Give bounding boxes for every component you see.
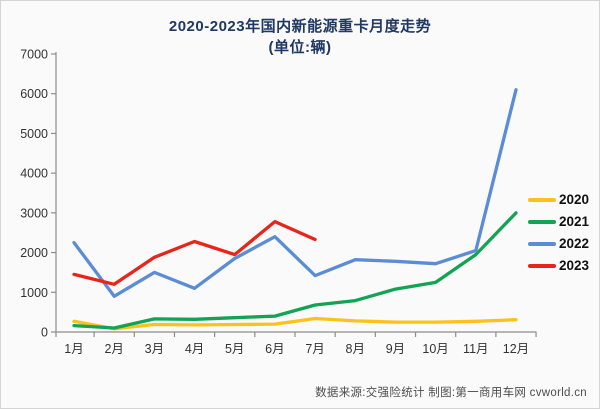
x-tick-label: 3月 bbox=[145, 342, 164, 356]
legend-item-2020: 2020 bbox=[528, 192, 589, 207]
legend-item-2022: 2022 bbox=[528, 236, 589, 251]
series-line-2020 bbox=[72, 316, 518, 331]
y-tick-label: 3000 bbox=[20, 206, 48, 220]
chart-title: 2020-2023年国内新能源重卡月度走势 (单位:辆) bbox=[1, 16, 599, 58]
legend-swatch-2021 bbox=[528, 219, 556, 224]
x-tick-label: 4月 bbox=[185, 342, 204, 356]
legend-label-2020: 2020 bbox=[559, 192, 590, 207]
x-tick-label: 11月 bbox=[463, 342, 488, 356]
legend-label-2023: 2023 bbox=[559, 258, 590, 273]
source-note: 数据来源:交强险统计 制图:第一商用车网 cvworld.cn bbox=[315, 387, 587, 399]
legend-item-2021: 2021 bbox=[528, 214, 589, 229]
legend-label-2022: 2022 bbox=[559, 236, 590, 251]
x-tick-label: 6月 bbox=[265, 342, 284, 356]
chart-title-line1: 2020-2023年国内新能源重卡月度走势 bbox=[168, 18, 432, 35]
legend-label-2021: 2021 bbox=[559, 214, 590, 229]
chart-title-line2: (单位:辆) bbox=[268, 39, 332, 56]
y-tick-label: 7000 bbox=[20, 48, 48, 62]
x-tick-label: 9月 bbox=[386, 342, 405, 356]
chart-legend: 2020 2021 2022 2023 bbox=[528, 192, 589, 273]
y-tick-label: 6000 bbox=[20, 87, 48, 101]
legend-swatch-2022 bbox=[528, 241, 556, 246]
series-line-2023 bbox=[72, 219, 317, 286]
y-tick-label: 2000 bbox=[20, 246, 48, 260]
y-tick-label: 0 bbox=[41, 326, 48, 340]
y-tick-label: 5000 bbox=[20, 127, 48, 141]
x-tick-label: 12月 bbox=[503, 342, 529, 356]
legend-swatch-2023 bbox=[528, 263, 556, 268]
series-line-2022 bbox=[72, 88, 518, 298]
x-tick-label: 10月 bbox=[422, 342, 448, 356]
x-tick-label: 1月 bbox=[64, 342, 83, 356]
y-tick-label: 4000 bbox=[20, 167, 48, 181]
x-tick-label: 8月 bbox=[346, 342, 365, 356]
x-tick-label: 5月 bbox=[225, 342, 244, 356]
x-tick-label: 2月 bbox=[104, 342, 123, 356]
x-tick-label: 7月 bbox=[305, 342, 324, 356]
legend-swatch-2020 bbox=[528, 197, 556, 202]
series-line-2021 bbox=[72, 211, 518, 330]
legend-item-2023: 2023 bbox=[528, 258, 589, 273]
y-tick-label: 1000 bbox=[20, 286, 48, 300]
